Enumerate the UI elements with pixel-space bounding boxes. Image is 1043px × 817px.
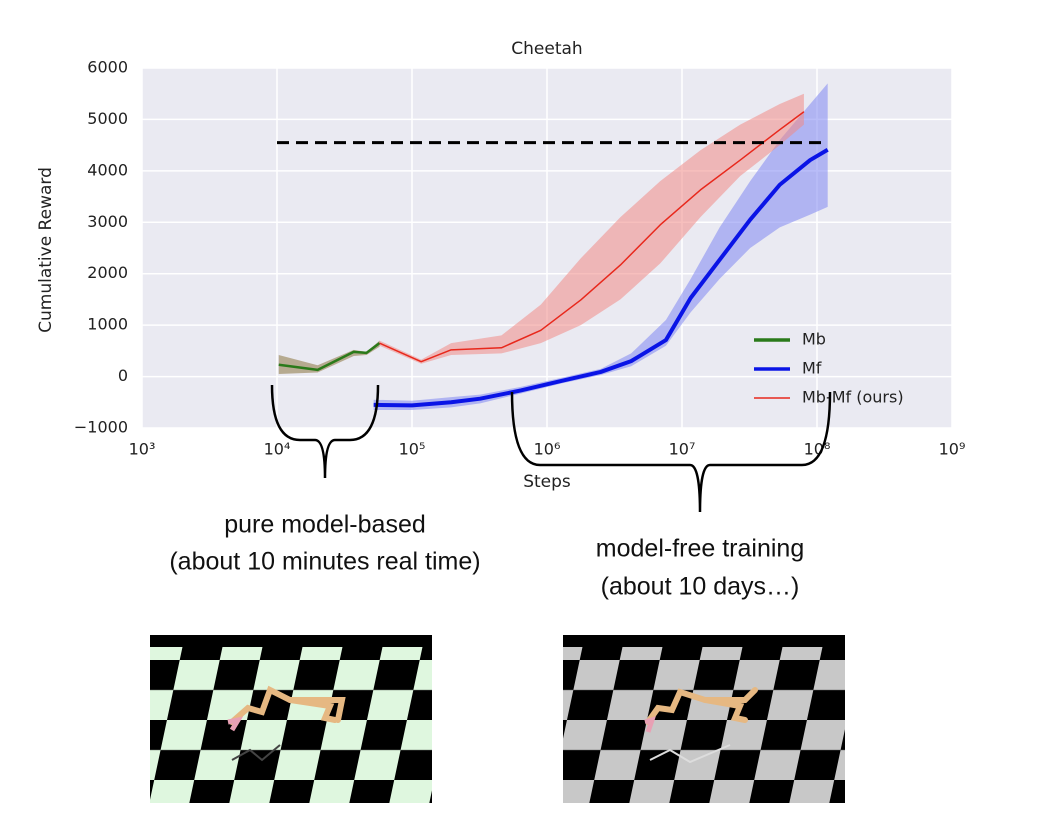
y-tick-label: 0: [118, 366, 128, 385]
x-axis-label: Steps: [523, 472, 571, 492]
x-tick-label: 10⁴: [264, 440, 291, 459]
plot-area: 10³ 10⁴ 10⁵ 10⁶ 10⁷ 10⁸ 10⁹−100001000200030004…: [74, 58, 966, 459]
legend-label: Mf: [802, 359, 822, 378]
y-tick-label: 3000: [87, 212, 128, 231]
band: [278, 340, 380, 374]
y-tick-label: 2000: [87, 263, 128, 282]
render-image: [563, 635, 845, 803]
render-image: [150, 635, 432, 803]
y-tick-label: 5000: [87, 109, 128, 128]
annotation: model-free training: [596, 535, 804, 563]
annotation: pure model-based: [224, 511, 426, 539]
x-tick-label: 10⁵: [399, 440, 426, 459]
y-axis-label: Cumulative Reward: [36, 167, 56, 333]
annotation: (about 10 minutes real time): [169, 548, 480, 576]
x-tick-label: 10⁷: [669, 440, 696, 459]
y-tick-label: 4000: [87, 160, 128, 179]
annotation: (about 10 days…): [601, 573, 800, 601]
line: [373, 148, 829, 408]
legend-label: Mb: [802, 330, 826, 349]
legend-label: Mb-Mf (ours): [802, 388, 904, 407]
y-tick-label: −1000: [74, 418, 128, 437]
y-tick-label: 1000: [87, 315, 128, 334]
x-tick-label: 10⁹: [939, 440, 966, 459]
x-tick-label: 10³: [129, 440, 156, 459]
x-tick-label: 10⁶: [534, 440, 561, 459]
band: [373, 83, 828, 410]
chart-title: Cheetah: [511, 39, 582, 59]
band: [379, 93, 804, 364]
line: [379, 111, 805, 363]
brace: [510, 391, 832, 513]
brace: [270, 384, 380, 479]
y-tick-label: 6000: [87, 58, 128, 77]
line: [278, 342, 381, 372]
